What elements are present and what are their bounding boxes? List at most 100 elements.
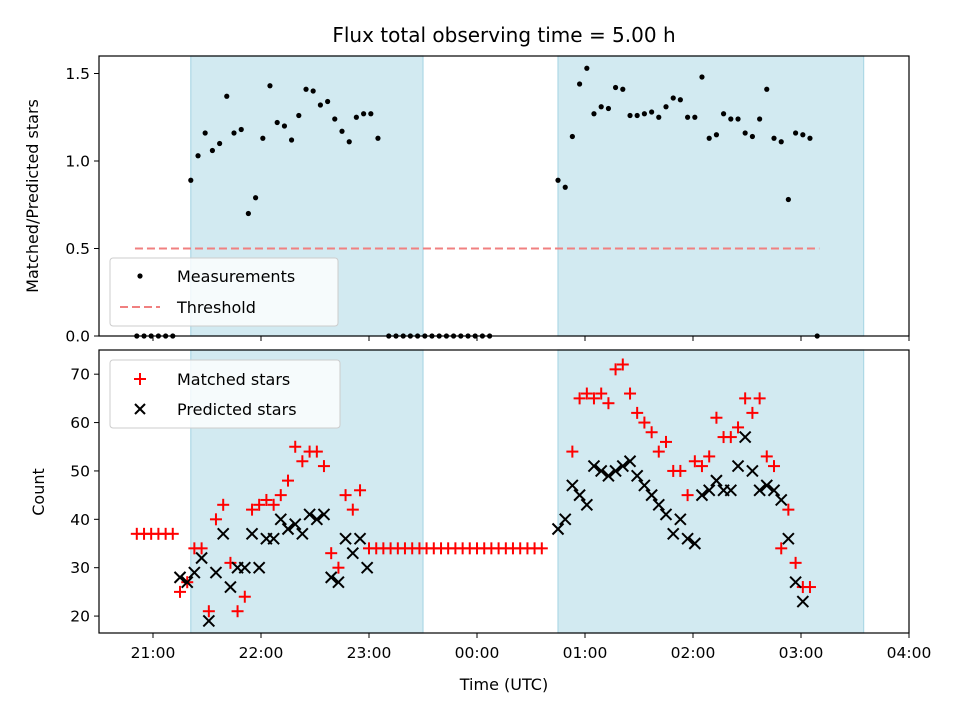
matched-stars-point <box>346 503 359 516</box>
predicted-stars-point <box>638 479 651 492</box>
top-x-ticks <box>152 336 910 341</box>
measurement-point <box>793 130 799 136</box>
predicted-stars-point <box>324 571 338 584</box>
measurement-point <box>670 95 676 101</box>
measurement-point <box>728 116 734 122</box>
x-tick-label: 03:00 <box>779 644 824 662</box>
bottom-legend: Matched stars Predicted stars <box>109 359 341 429</box>
measurement-point <box>577 81 583 87</box>
matched-stars-point <box>282 474 294 487</box>
bottom-data-layer <box>130 358 816 628</box>
predicted-stars-point <box>702 484 716 497</box>
measurement-point <box>325 98 331 105</box>
measurement-point <box>267 83 273 89</box>
bottom-y-axis: 20 30 40 50 60 70 <box>70 366 99 626</box>
matched-stars-point <box>253 498 266 511</box>
predicted-stars-point <box>760 479 773 492</box>
x-tick-label: 21:00 <box>131 644 176 662</box>
measurement-point <box>281 123 288 129</box>
predicted-stars-point <box>267 532 280 545</box>
matched-stars-point <box>739 392 752 405</box>
matched-stars-point <box>317 460 330 473</box>
matched-stars-point <box>695 460 708 473</box>
measurement-point <box>274 119 280 126</box>
measurement-point <box>317 102 323 108</box>
matched-stars-point <box>209 513 222 526</box>
measurement-point <box>296 112 302 119</box>
top-legend: Measurements Threshold <box>109 257 339 327</box>
measurement-point <box>188 177 194 183</box>
measurement-point <box>749 133 756 140</box>
measurement-point <box>555 177 561 183</box>
top-data-layer <box>134 65 820 339</box>
measurement-point <box>656 114 662 120</box>
matched-stars-point <box>573 392 586 405</box>
predicted-stars-point <box>566 479 579 492</box>
predicted-stars-point <box>303 508 316 521</box>
predicted-stars-point <box>746 464 759 478</box>
x-axis-label: Time (UTC) <box>459 675 548 694</box>
matched-stars-point <box>602 397 615 410</box>
measurement-point <box>598 104 604 110</box>
predicted-stars-point <box>659 508 673 521</box>
measurement-point <box>339 128 345 134</box>
predicted-stars-point <box>346 546 360 560</box>
measurement-point <box>591 111 597 117</box>
matched-stars-point <box>775 542 788 555</box>
matched-stars-point <box>681 489 694 502</box>
bottom-legend-box <box>109 359 341 429</box>
top-y-axis: 0.0 0.5 1.0 1.5 <box>65 65 99 346</box>
measurement-point <box>692 114 698 120</box>
measurement-point <box>231 130 237 136</box>
matched-stars-point <box>660 435 672 448</box>
matched-stars-point <box>339 489 352 502</box>
predicted-stars-point <box>573 488 586 502</box>
predicted-stars-point <box>289 517 302 531</box>
measurement-point <box>641 111 648 117</box>
bottom-plot-frame <box>98 349 910 634</box>
predicted-stars-point <box>594 464 608 478</box>
matched-stars-point <box>595 387 608 400</box>
measurement-point <box>605 105 612 112</box>
predicted-legend-label: Predicted stars <box>177 400 297 419</box>
measurement-point <box>620 86 626 92</box>
bottom-y-tick-label: 70 <box>70 366 90 384</box>
predicted-stars-point <box>296 527 309 541</box>
matched-stars-point <box>688 455 701 468</box>
predicted-stars-point <box>252 561 266 574</box>
measurement-point <box>260 135 266 141</box>
measurement-point <box>569 133 575 140</box>
x-tick-label: 23:00 <box>347 644 392 662</box>
predicted-stars-point <box>782 532 795 545</box>
matched-stars-point <box>274 489 287 502</box>
predicted-stars-point <box>688 537 702 550</box>
predicted-stars-point <box>580 498 594 512</box>
top-y-tick-label: 0.5 <box>65 240 90 258</box>
measurement-point <box>685 114 691 120</box>
predicted-stars-point <box>775 493 788 507</box>
bottom-panel: 20 30 40 50 60 70 21:00 22:00 23:00 00:00 01:00 02… <box>29 349 931 694</box>
top-y-axis-label: Matched/Predicted stars <box>23 99 42 293</box>
measurement-point <box>706 135 712 141</box>
measurements-legend-marker <box>137 273 143 279</box>
predicted-stars-point <box>587 459 601 473</box>
bottom-y-tick-label: 50 <box>70 462 90 480</box>
predicted-stars-point <box>224 580 237 594</box>
x-tick-label: 02:00 <box>671 644 716 662</box>
top-legend-box <box>109 257 339 327</box>
matched-stars-point <box>638 416 651 429</box>
measurement-point <box>720 111 727 117</box>
top-y-tick-label: 1.0 <box>65 153 90 171</box>
measurement-point <box>584 65 590 71</box>
matched-stars-point <box>238 590 251 603</box>
matched-stars-point <box>768 460 780 473</box>
x-tick-label: 22:00 <box>239 644 284 662</box>
matched-stars-point <box>174 585 186 598</box>
measurement-point <box>663 104 669 110</box>
matched-stars-point <box>616 358 629 371</box>
matched-stars-point <box>652 445 665 458</box>
predicted-stars-point <box>616 459 630 473</box>
predicted-stars-point <box>202 614 216 628</box>
predicted-stars-point <box>245 527 259 541</box>
predicted-stars-point <box>188 566 201 579</box>
